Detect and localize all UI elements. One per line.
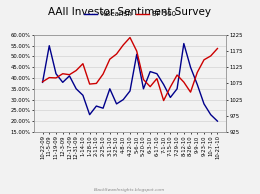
- %Bearish: [203, 103, 206, 105]
- %Bearish: [75, 88, 78, 90]
- Text: BlackSwanInsights.blogspot.com: BlackSwanInsights.blogspot.com: [94, 188, 166, 192]
- SP 500: [149, 86, 152, 88]
- SP 500: [54, 77, 57, 79]
- SP 500: [196, 71, 199, 74]
- %Bearish: [182, 42, 185, 45]
- SP 500: [68, 74, 71, 76]
- Title: AAII Investor Sentiment Survey: AAII Investor Sentiment Survey: [49, 8, 211, 17]
- %Bearish: [108, 88, 111, 90]
- SP 500: [75, 69, 78, 72]
- %Bearish: [88, 113, 91, 116]
- %Bearish: [176, 88, 179, 90]
- %Bearish: [142, 88, 145, 90]
- %Bearish: [68, 75, 71, 77]
- SP 500: [216, 47, 219, 50]
- %Bearish: [128, 90, 132, 92]
- %Bearish: [162, 83, 165, 86]
- SP 500: [102, 73, 105, 75]
- SP 500: [189, 91, 192, 93]
- SP 500: [176, 74, 179, 76]
- Line: %Bearish: %Bearish: [43, 43, 217, 121]
- %Bearish: [48, 45, 51, 47]
- %Bearish: [115, 103, 118, 105]
- %Bearish: [122, 98, 125, 101]
- %Bearish: [95, 105, 98, 107]
- %Bearish: [135, 53, 138, 55]
- SP 500: [162, 99, 165, 102]
- %Bearish: [81, 94, 84, 96]
- %Bearish: [155, 73, 158, 75]
- SP 500: [81, 62, 84, 65]
- %Bearish: [41, 81, 44, 83]
- SP 500: [108, 58, 111, 60]
- Line: SP 500: SP 500: [43, 37, 217, 100]
- %Bearish: [54, 73, 57, 75]
- SP 500: [41, 81, 44, 83]
- SP 500: [169, 86, 172, 88]
- SP 500: [182, 81, 185, 83]
- SP 500: [61, 73, 64, 75]
- SP 500: [203, 59, 206, 61]
- %Bearish: [216, 120, 219, 122]
- SP 500: [88, 83, 91, 85]
- %Bearish: [61, 81, 64, 83]
- %Bearish: [189, 66, 192, 68]
- SP 500: [95, 82, 98, 85]
- %Bearish: [102, 107, 105, 109]
- %Bearish: [149, 70, 152, 73]
- Legend: %Bearish, SP 500: %Bearish, SP 500: [84, 11, 176, 17]
- %Bearish: [169, 96, 172, 99]
- SP 500: [128, 36, 132, 39]
- SP 500: [142, 78, 145, 81]
- SP 500: [122, 44, 125, 46]
- SP 500: [135, 50, 138, 52]
- SP 500: [155, 77, 158, 80]
- %Bearish: [209, 113, 212, 116]
- SP 500: [209, 55, 212, 57]
- %Bearish: [196, 83, 199, 86]
- SP 500: [48, 76, 51, 79]
- SP 500: [115, 53, 118, 55]
